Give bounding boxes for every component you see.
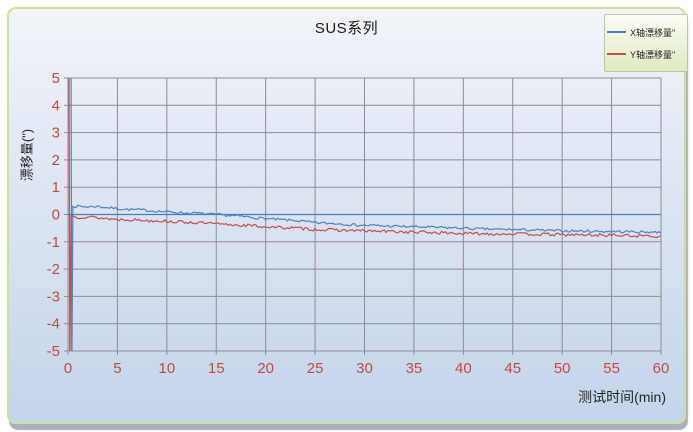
chart-title: SUS系列 bbox=[314, 20, 379, 37]
legend-item-x-drift: X轴漂移量" bbox=[607, 26, 687, 39]
y-axis-title: 漂移量(") bbox=[19, 128, 35, 182]
y-series-line-marker bbox=[607, 53, 626, 55]
legend-label-y-drift: Y轴漂移量" bbox=[630, 49, 676, 60]
x-axis-title: 测试时间(min) bbox=[578, 389, 666, 405]
legend: X轴漂移量" Y轴漂移量" bbox=[604, 14, 688, 72]
legend-item-y-drift: Y轴漂移量" bbox=[607, 48, 687, 61]
chart-frame bbox=[7, 7, 686, 424]
legend-label-x-drift: X轴漂移量" bbox=[630, 27, 676, 38]
x-series-line-marker bbox=[607, 31, 626, 33]
